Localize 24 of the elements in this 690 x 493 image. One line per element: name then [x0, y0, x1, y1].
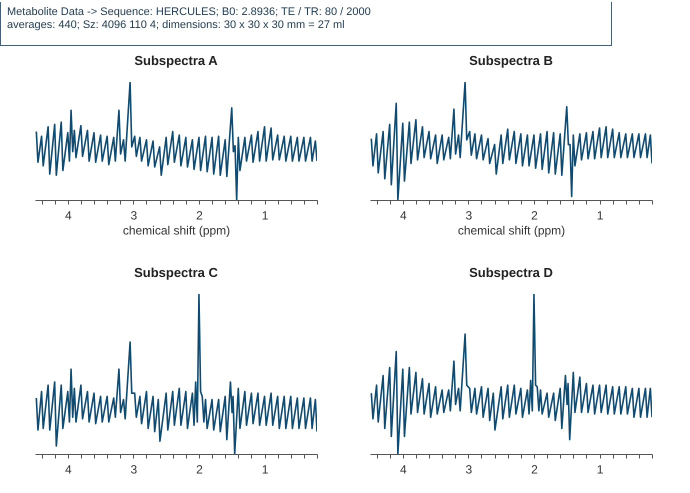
x-tick-label: 1	[596, 462, 604, 476]
x-tick-label: 4	[64, 462, 72, 476]
x-axis-title: chemical shift (ppm)	[122, 224, 230, 238]
chart-title: Subspectra A	[134, 53, 218, 68]
x-tick-label: 2	[196, 462, 204, 476]
x-tick-label: 2	[531, 208, 538, 222]
x-tick-label: 4	[64, 208, 72, 222]
x-tick-label: 3	[466, 208, 473, 222]
x-tick-label: 1	[262, 462, 269, 476]
text: Metabolite Data -> Sequence: HERCULES; B0: 2.8936; TE / TR: 80 / 2000	[7, 6, 372, 19]
x-tick-label: 3	[466, 462, 473, 476]
x-tick-label: 4	[400, 462, 407, 476]
x-tick-label: 1	[596, 208, 604, 222]
text: averages: 440; Sz: 4096 110 4; dimensions: 30 x 30 x 30 mm = 27 ml	[7, 19, 346, 32]
x-tick-label: 2	[196, 208, 204, 222]
x-axis-title: chemical shift (ppm)	[458, 224, 566, 238]
x-tick-label: 3	[130, 462, 138, 476]
x-tick-label: 4	[400, 208, 407, 222]
x-tick-label: 3	[130, 208, 138, 222]
x-tick-label: 1	[262, 208, 269, 222]
chart-title: Subspectra C	[134, 265, 219, 280]
chart-title: Subspectra B	[469, 53, 553, 68]
chart-title: Subspectra D	[469, 265, 553, 280]
x-tick-label: 2	[531, 462, 538, 476]
